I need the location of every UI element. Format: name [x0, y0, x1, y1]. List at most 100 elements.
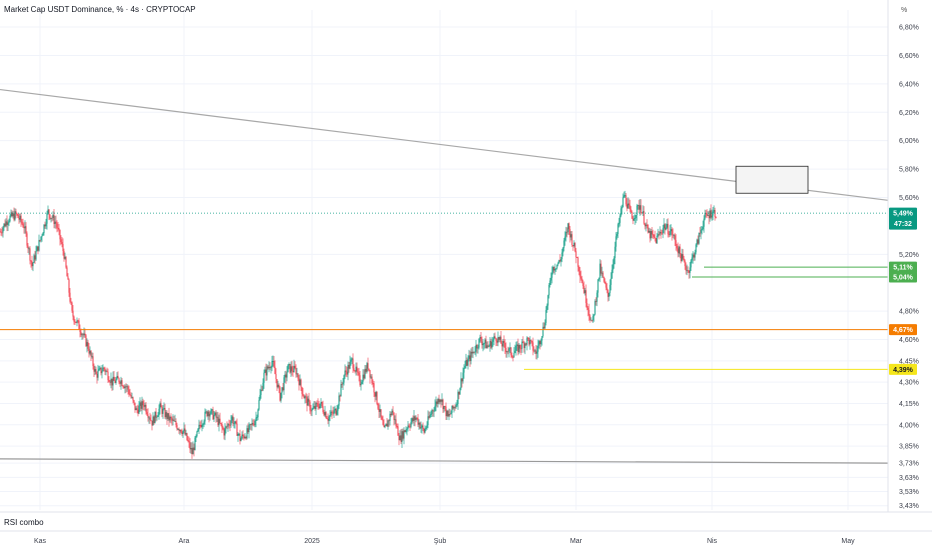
- candle-body: [476, 345, 478, 349]
- candle-body: [599, 263, 601, 278]
- candle-body: [81, 334, 83, 336]
- candle-body: [216, 416, 218, 418]
- candle-body: [76, 320, 78, 323]
- candle-body: [204, 411, 206, 422]
- candle-body: [205, 411, 207, 413]
- candle-body: [0, 231, 1, 233]
- candle-body: [254, 420, 256, 426]
- time-axis[interactable]: Kas Ara 2025 Şub Mar Nis May: [34, 538, 855, 545]
- candle-body: [180, 429, 182, 433]
- support-trendline[interactable]: [0, 458, 889, 464]
- candle-body: [699, 232, 701, 234]
- candle-body: [513, 353, 515, 358]
- candle-body: [512, 357, 514, 358]
- candle-body: [23, 227, 25, 229]
- candle-body: [298, 378, 300, 386]
- level-439-tag-label: 4,39%: [893, 367, 914, 374]
- candle-body: [105, 370, 107, 372]
- candle-body: [330, 411, 332, 416]
- price-tick-label: 6,20%: [899, 110, 919, 117]
- candle-body: [626, 204, 628, 209]
- candle-body: [519, 344, 521, 349]
- candle-body: [306, 396, 308, 406]
- candle-body: [409, 426, 411, 428]
- candle-body: [189, 442, 191, 450]
- target-rectangle[interactable]: [735, 165, 809, 194]
- candle-body: [348, 364, 350, 369]
- candle-body: [564, 236, 566, 241]
- candle-body: [347, 364, 349, 375]
- candle-body: [389, 413, 391, 421]
- candle-body: [403, 430, 405, 439]
- candle-body: [8, 221, 10, 223]
- candle-body: [643, 211, 645, 224]
- price-axis[interactable]: 6,80% 6,60% 6,40% 6,20% 6,00% 5,80% 5,60% 5,20%…: [899, 25, 919, 511]
- candle-body: [261, 389, 263, 391]
- candle-body: [62, 244, 64, 251]
- candle-body: [343, 375, 345, 383]
- candle-body: [373, 383, 375, 393]
- candle-body: [708, 215, 710, 219]
- candle-body: [221, 424, 223, 428]
- candle-body: [97, 370, 99, 378]
- candle-body: [24, 226, 26, 229]
- chart-title[interactable]: Market Cap USDT Dominance, % · 4s · CRYP…: [4, 5, 196, 14]
- candle-body: [315, 402, 317, 410]
- candle-body: [437, 398, 439, 404]
- candle-body: [124, 386, 126, 389]
- candle-body: [162, 408, 164, 414]
- indicator-label[interactable]: RSI combo: [4, 518, 44, 527]
- candle-body: [509, 347, 511, 349]
- candle-body: [478, 338, 480, 348]
- candle-body: [267, 366, 269, 369]
- candle-body: [551, 272, 553, 278]
- candle-body: [585, 290, 587, 304]
- candle-body: [657, 234, 659, 236]
- candle-body: [310, 410, 312, 412]
- candle-body: [369, 370, 371, 378]
- candle-body: [224, 428, 226, 436]
- candle-body: [358, 372, 360, 376]
- candle-body: [229, 425, 231, 426]
- candle-body: [489, 340, 491, 346]
- candle-body: [459, 388, 461, 395]
- candle-body: [521, 341, 523, 349]
- candle-body: [473, 351, 475, 353]
- candle-body: [276, 379, 278, 388]
- candle-body: [690, 260, 692, 268]
- level-lines[interactable]: [0, 212, 888, 370]
- candle-body: [150, 419, 152, 421]
- candle-body: [65, 256, 67, 268]
- candle-body: [51, 217, 53, 219]
- candle-body: [683, 258, 685, 261]
- candle-body: [13, 213, 15, 220]
- candle-body: [106, 370, 108, 372]
- candle-body: [385, 423, 387, 426]
- candle-body: [386, 423, 388, 427]
- candle-body: [436, 401, 438, 404]
- candle-body: [240, 438, 242, 442]
- candle-body: [185, 433, 187, 435]
- candle-body: [33, 255, 35, 263]
- candle-body: [402, 431, 404, 439]
- price-tick-label: 5,60%: [899, 195, 919, 202]
- candle-body: [26, 233, 28, 246]
- drawing-layer[interactable]: [0, 88, 889, 464]
- candle-body: [101, 371, 103, 374]
- candle-body: [149, 417, 151, 420]
- candle-body: [191, 448, 193, 455]
- candle-body: [644, 223, 646, 227]
- candle-body: [451, 405, 453, 413]
- candle-body: [482, 343, 484, 346]
- candle-body: [153, 416, 155, 424]
- candle-body: [163, 408, 165, 409]
- candle-body: [188, 441, 190, 443]
- candle-body: [134, 402, 136, 411]
- time-tick-label: May: [841, 538, 855, 545]
- candle-body: [712, 211, 714, 216]
- candle-body: [584, 290, 586, 294]
- candle-body: [477, 347, 479, 349]
- candle-body: [157, 415, 159, 417]
- candle-body: [541, 336, 543, 341]
